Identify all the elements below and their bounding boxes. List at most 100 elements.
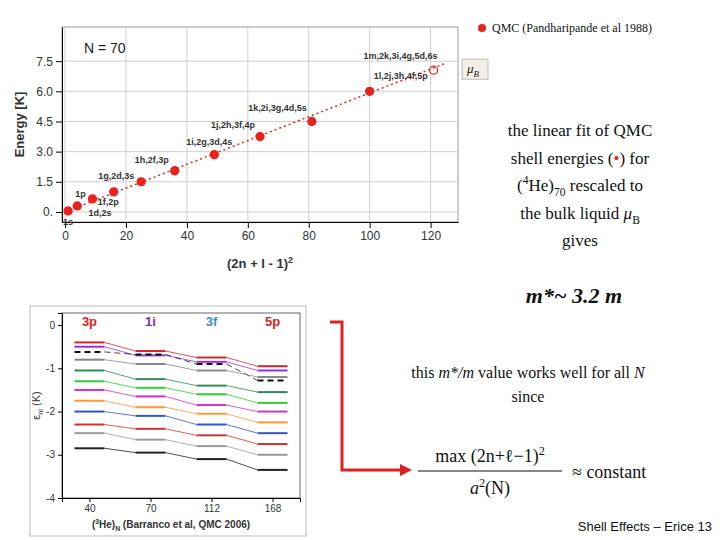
result: m*~ 3.2 m — [526, 283, 622, 308]
connector-arrow — [330, 322, 402, 470]
text-part: ) for — [619, 149, 649, 168]
axis-line — [63, 499, 301, 503]
chart-top: 0204060801001200.1.53.04.56.07.51s1p1d,2… — [12, 27, 459, 271]
tick-label: 7.5 — [36, 55, 53, 69]
level-connector — [104, 401, 135, 407]
tick-mark — [56, 91, 62, 92]
text-part: He) — [99, 519, 115, 530]
point-label: 1h,2f,3p — [135, 155, 170, 165]
text-part: this — [411, 364, 438, 381]
level — [74, 380, 104, 382]
point-label: 1f,2p — [98, 197, 120, 207]
text-part: B — [632, 214, 640, 227]
level-connector — [104, 360, 135, 364]
level — [74, 424, 104, 426]
level-connector — [227, 364, 258, 380]
text-part: 2 — [539, 444, 545, 458]
level — [74, 389, 104, 391]
text-part: 2 — [288, 255, 293, 265]
level-connector — [165, 354, 196, 364]
series-tag-label: μB — [466, 61, 480, 79]
level-connector — [227, 405, 258, 411]
tick-mark — [58, 368, 62, 369]
point — [210, 151, 218, 159]
text-part: a — [470, 478, 479, 498]
tick-mark — [56, 121, 62, 122]
column-header: 1i — [145, 314, 156, 329]
fit-line — [65, 63, 446, 212]
text-part: the bulk liquid — [520, 204, 623, 223]
formula-denominator: a2(N) — [470, 476, 510, 499]
level — [258, 369, 288, 371]
axis-line — [58, 314, 63, 499]
text-part: shell energies ( — [511, 149, 614, 168]
level — [258, 411, 288, 413]
tick-label: -4 — [46, 493, 55, 504]
axis: 4070112168 — [63, 498, 301, 514]
x-axis-title: (3He)N (Barranco et al, QMC 2006) — [92, 518, 250, 532]
level — [74, 432, 104, 434]
level — [197, 404, 227, 406]
tick-mark — [273, 498, 274, 502]
level-connector — [104, 390, 135, 396]
level-connector — [227, 414, 258, 423]
statement-line: the bulk liquid μB — [520, 204, 640, 227]
level — [135, 406, 165, 408]
tick-label: -3 — [46, 449, 55, 460]
level — [135, 395, 165, 397]
point — [64, 207, 72, 215]
level — [74, 341, 104, 343]
tick-mark — [56, 152, 62, 153]
level — [135, 353, 165, 355]
level — [258, 391, 288, 393]
level-connector — [227, 446, 258, 455]
level-connector — [227, 370, 258, 376]
text-part: μ — [623, 204, 633, 223]
text-part: (Barranco et al, QMC 2006) — [120, 519, 250, 530]
tick-mark — [150, 498, 151, 502]
level-connector — [165, 388, 196, 394]
tick: 40 — [84, 498, 96, 514]
tick: 0 — [49, 320, 62, 331]
legend-label: QMC (Pandharipande et al 1988) — [492, 21, 652, 35]
level — [197, 458, 227, 460]
tick: 4.5 — [36, 115, 62, 129]
panel-border — [30, 306, 306, 536]
labels: 1s1p1d,2s1f,2p1g,2d,3s1h,2f,3p1i,2g,3d,4… — [63, 51, 438, 227]
grid-line — [62, 151, 458, 152]
level — [197, 369, 227, 371]
tick-label: 20 — [120, 229, 134, 243]
plot-frame — [62, 313, 300, 498]
text-part: m*/m — [438, 364, 474, 381]
text-part: max (2n+ℓ−1) — [435, 446, 538, 467]
tick-mark — [56, 212, 62, 213]
level — [197, 385, 227, 387]
level — [197, 413, 227, 415]
level — [197, 393, 227, 395]
legend: QMC (Pandharipande et al 1988) — [478, 21, 652, 35]
level-connector — [165, 396, 196, 405]
column-header: 5p — [265, 314, 280, 329]
axis: 0-1-2-3-4 — [46, 314, 62, 504]
level — [135, 363, 165, 365]
tick-mark — [370, 222, 371, 228]
x-axis-title: (2n + l - 1)2 — [227, 255, 293, 271]
plot-frame — [62, 27, 458, 222]
level — [197, 424, 227, 426]
level — [258, 376, 288, 378]
level — [258, 454, 288, 456]
level-connector — [104, 433, 135, 439]
grid-line — [62, 121, 458, 122]
tick: 168 — [265, 498, 282, 514]
point-label: 1k,2i,3g,4d,5s — [248, 103, 307, 113]
tick-label: 40 — [84, 503, 96, 514]
level-connector — [227, 358, 258, 367]
tick: 3.0 — [36, 145, 62, 159]
slide-canvas: 0204060801001200.1.53.04.56.07.51s1p1d,2… — [0, 0, 720, 540]
tick: -3 — [46, 449, 62, 460]
level — [258, 443, 288, 445]
level-connector — [165, 440, 196, 446]
text-part: rescaled to — [566, 176, 643, 195]
tick-mark — [431, 222, 432, 228]
annotation: N = 70 — [84, 40, 126, 56]
